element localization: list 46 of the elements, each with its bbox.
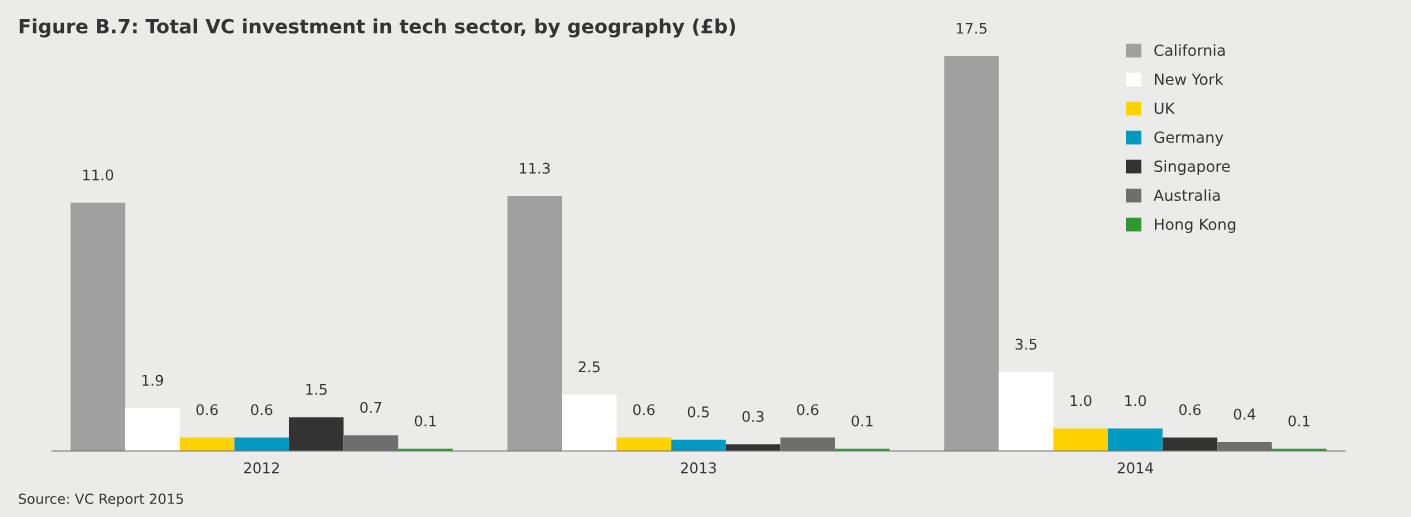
chart-title: Figure B.7: Total VC investment in tech sector, by geography (£b) <box>19 18 736 38</box>
data-label: 0.1 <box>1288 415 1310 427</box>
bar <box>70 202 126 451</box>
bar <box>561 394 617 451</box>
bar <box>616 437 672 451</box>
data-label: 0.6 <box>251 404 273 416</box>
bar <box>288 417 344 451</box>
data-label: 2.5 <box>578 361 600 373</box>
data-label: 0.7 <box>360 401 382 413</box>
data-label: 0.3 <box>742 410 764 422</box>
data-label: 0.5 <box>687 406 709 418</box>
x-tick-label: 2014 <box>1117 462 1154 474</box>
data-label: 0.6 <box>1179 404 1201 416</box>
legend-label: Hong Kong <box>1155 218 1236 233</box>
data-label: 0.1 <box>851 415 873 427</box>
data-label: 3.5 <box>1015 338 1037 350</box>
bar <box>1108 428 1163 451</box>
data-label: 11.3 <box>520 162 550 174</box>
bar <box>944 56 999 451</box>
data-label: 0.1 <box>414 415 436 427</box>
legend-label: Singapore <box>1154 160 1230 175</box>
x-tick-label: 2012 <box>244 462 279 474</box>
legend-label: Australia <box>1153 189 1220 202</box>
legend-label: New York <box>1155 73 1224 86</box>
bar <box>998 372 1054 451</box>
x-tick-label: 2013 <box>681 462 716 474</box>
legend-label: UK <box>1154 102 1176 115</box>
data-label: 17.5 <box>956 22 987 34</box>
bar <box>507 195 562 451</box>
bar <box>1162 437 1218 451</box>
data-label: 0.4 <box>1233 408 1256 420</box>
data-label: 1.9 <box>142 374 164 386</box>
data-label: 0.6 <box>196 404 218 416</box>
data-label: 1.5 <box>306 384 327 395</box>
bar <box>1053 428 1109 451</box>
bar <box>179 437 235 451</box>
legend-label: Germany <box>1154 131 1224 146</box>
data-label: 0.6 <box>633 404 655 416</box>
data-label: 1.0 <box>1070 395 1092 407</box>
bar <box>125 408 180 451</box>
source-note: Source: VC Report 2015 <box>18 493 183 507</box>
data-label: 1.0 <box>1125 395 1146 407</box>
legend-label: California <box>1154 44 1225 57</box>
bar <box>234 437 289 451</box>
data-label: 11.0 <box>83 169 114 181</box>
data-label: 0.6 <box>797 404 819 416</box>
